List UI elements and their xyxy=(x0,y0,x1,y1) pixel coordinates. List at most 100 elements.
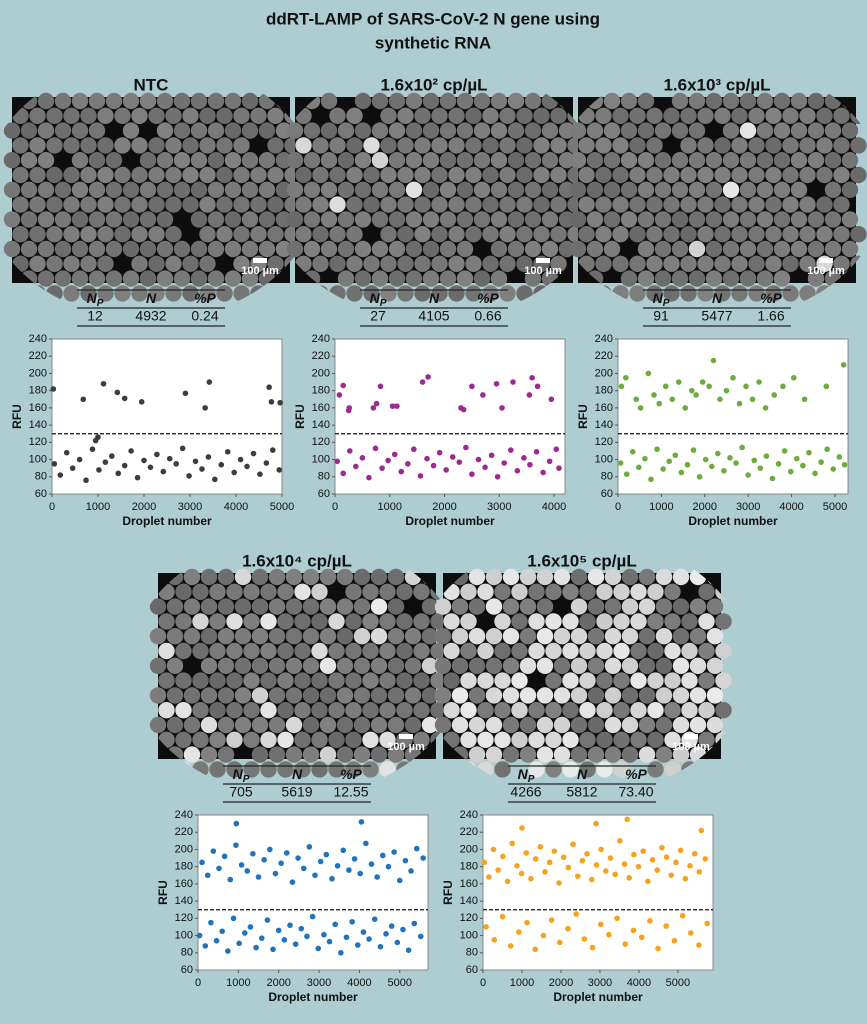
data-point xyxy=(626,875,632,881)
data-point xyxy=(138,399,145,405)
scale-bar-label: 100 µm xyxy=(524,265,562,277)
x-tick-label: 3000 xyxy=(487,501,511,513)
table-header-text: N xyxy=(146,290,157,306)
table-header-text: %P xyxy=(625,766,647,782)
data-point xyxy=(202,405,208,411)
table-header-text: N xyxy=(292,766,303,782)
data-point xyxy=(80,396,87,403)
data-point xyxy=(263,460,270,466)
table-header-text: N xyxy=(577,766,588,782)
data-point xyxy=(623,471,630,477)
data-point xyxy=(526,392,533,398)
data-point xyxy=(593,862,600,868)
table-header-sub: P xyxy=(528,774,535,785)
y-tick-label: 180 xyxy=(312,385,330,397)
table-header: NP xyxy=(653,290,670,309)
table-cell: 27 xyxy=(370,308,386,324)
data-point xyxy=(309,913,316,920)
y-tick-label: 180 xyxy=(460,861,478,873)
data-point xyxy=(635,863,642,870)
data-point xyxy=(206,379,213,385)
data-point xyxy=(160,468,167,475)
data-point xyxy=(736,400,743,407)
data-point xyxy=(556,880,562,886)
data-point xyxy=(524,919,530,926)
data-point xyxy=(242,930,248,936)
data-point xyxy=(542,869,548,875)
y-axis-label: RFU xyxy=(156,880,170,905)
data-point xyxy=(238,862,245,868)
figure-title: ddRT-LAMP of SARS-CoV-2 N gene using xyxy=(266,9,600,28)
data-point xyxy=(560,854,567,860)
y-tick-label: 140 xyxy=(595,419,613,431)
data-point xyxy=(806,449,812,456)
data-point xyxy=(394,939,401,946)
data-point xyxy=(483,924,489,930)
data-point xyxy=(460,406,467,413)
data-point xyxy=(346,448,353,454)
data-point xyxy=(141,457,147,464)
data-point xyxy=(396,877,403,884)
x-tick-label: 1000 xyxy=(649,501,673,513)
data-point xyxy=(490,846,497,853)
panel-title: 1.6x10² cp/µL xyxy=(380,75,487,94)
data-point xyxy=(379,465,385,471)
data-point xyxy=(556,465,562,471)
data-point xyxy=(606,931,612,938)
data-point xyxy=(289,879,296,885)
y-tick-label: 180 xyxy=(595,385,613,397)
data-point xyxy=(196,932,203,939)
y-tick-label: 60 xyxy=(318,488,330,500)
data-point xyxy=(83,477,89,484)
y-tick-label: 100 xyxy=(460,929,478,941)
table-header-text: N xyxy=(653,290,664,306)
data-point xyxy=(266,384,272,391)
x-tick-label: 2000 xyxy=(132,501,156,513)
data-point xyxy=(717,396,723,403)
data-point xyxy=(546,458,553,465)
x-tick-label: 0 xyxy=(195,977,201,989)
data-point xyxy=(621,861,628,867)
data-point xyxy=(642,455,648,462)
panel-title: 1.6x10⁴ cp/µL xyxy=(242,551,352,570)
x-axis-label: Droplet number xyxy=(268,990,358,1004)
x-tick-label: 3000 xyxy=(588,977,612,989)
data-point xyxy=(100,380,107,387)
data-point xyxy=(186,473,192,479)
data-point xyxy=(836,454,843,460)
data-point xyxy=(481,859,487,866)
data-point xyxy=(463,444,469,451)
data-point xyxy=(749,396,756,403)
y-tick-label: 80 xyxy=(35,471,47,483)
data-point xyxy=(840,362,847,368)
data-point xyxy=(385,863,392,870)
data-point xyxy=(660,466,666,472)
data-point xyxy=(377,943,384,950)
y-axis-label: RFU xyxy=(576,404,590,429)
table-cell: 0.66 xyxy=(474,308,501,324)
y-tick-label: 140 xyxy=(460,895,478,907)
data-point xyxy=(500,853,506,860)
data-point xyxy=(540,932,547,939)
micrograph xyxy=(149,568,447,778)
data-point xyxy=(682,875,689,882)
y-tick-label: 220 xyxy=(175,826,193,838)
data-point xyxy=(334,863,341,869)
y-tick-label: 240 xyxy=(460,809,478,821)
y-tick-label: 160 xyxy=(29,402,47,414)
x-tick-label: 4000 xyxy=(542,501,566,513)
data-point xyxy=(358,819,365,825)
x-tick-label: 5000 xyxy=(666,977,690,989)
data-point xyxy=(494,473,501,480)
data-point xyxy=(663,854,670,860)
data-point xyxy=(436,449,443,456)
data-point xyxy=(488,452,495,459)
data-point xyxy=(597,921,604,928)
table-header: %P xyxy=(194,290,216,306)
data-point xyxy=(565,864,572,871)
table-header-sub: P xyxy=(663,298,670,309)
x-tick-label: 1000 xyxy=(378,501,402,513)
data-point xyxy=(800,462,806,469)
y-axis-label: RFU xyxy=(293,404,307,429)
